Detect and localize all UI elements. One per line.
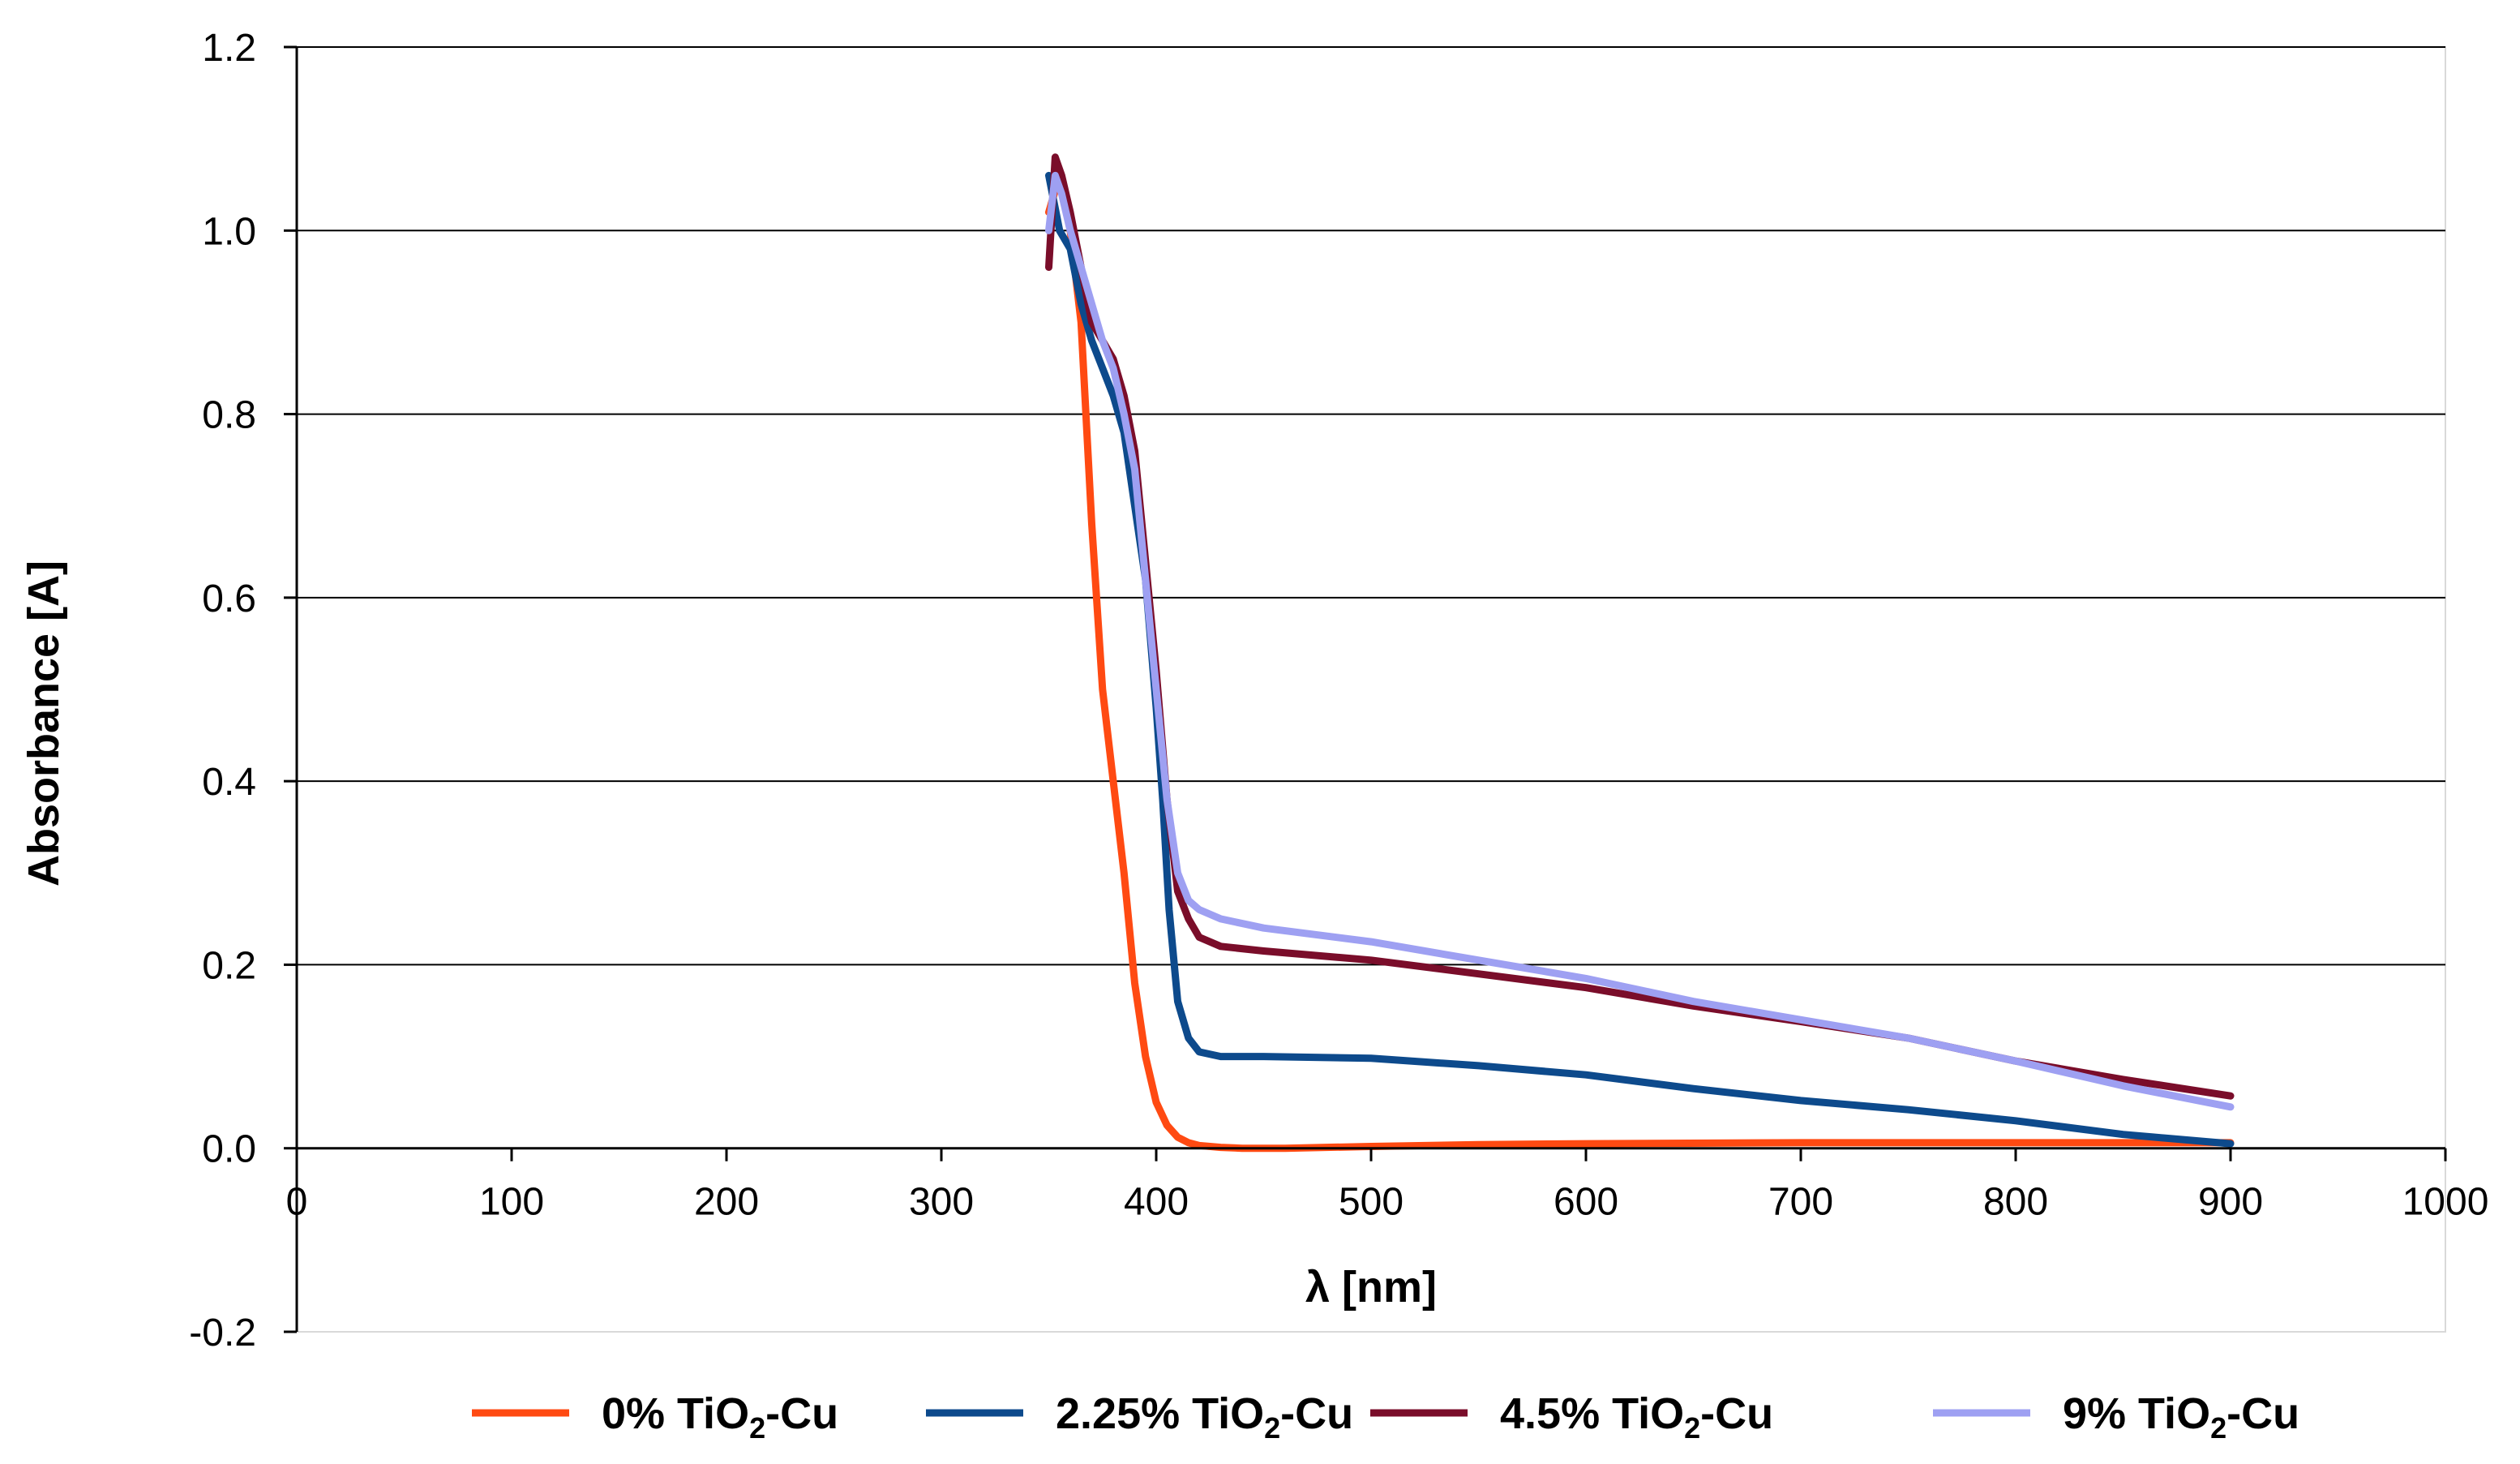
y-tick-label: -0.2	[189, 1312, 256, 1355]
plot-area	[296, 46, 2446, 1333]
series-line-2	[1045, 171, 2235, 1148]
legend-label-subscript: 2	[1264, 1411, 1280, 1445]
x-tick-label: 400	[1124, 1181, 1189, 1224]
x-tick-label: 1000	[2402, 1181, 2489, 1224]
x-tick-label: 300	[909, 1181, 974, 1224]
series-line-1	[1045, 171, 2235, 1153]
legend-label: 0% TiO2-Cu	[602, 1389, 838, 1445]
y-tick-label: 0.0	[202, 1128, 256, 1171]
y-tick-label: 1.0	[202, 210, 256, 253]
legend-item-2: 2.25% TiO2-Cu	[926, 1389, 1353, 1445]
legend-item-3: 4.5% TiO2-Cu	[1370, 1389, 1773, 1445]
y-tick-label: 0.4	[202, 761, 256, 804]
x-tick-label: 800	[1983, 1181, 2048, 1224]
legend-label-prefix: 9% TiO	[2063, 1389, 2210, 1438]
legend-label-prefix: 4.5% TiO	[1500, 1389, 1684, 1438]
legend: 0% TiO2-Cu 2.25% TiO2-Cu 4.5% TiO2-Cu 9% Ti…	[472, 1389, 2299, 1445]
legend-label-suffix: -Cu	[2226, 1389, 2299, 1438]
x-axis-title: λ [nm]	[1305, 1263, 1437, 1312]
grid-lines	[297, 46, 2445, 966]
legend-label-suffix: -Cu	[1280, 1389, 1353, 1438]
legend-label-prefix: 0% TiO	[602, 1389, 749, 1438]
series-line-4	[1045, 171, 2235, 1111]
legend-label-suffix: -Cu	[1700, 1389, 1773, 1438]
x-tick-label: 900	[2198, 1181, 2263, 1224]
y-tick-label: 0.6	[202, 577, 256, 620]
legend-label-subscript: 2	[2210, 1411, 2226, 1445]
legend-item-4: 9% TiO2-Cu	[1933, 1389, 2299, 1445]
legend-label: 9% TiO2-Cu	[2063, 1389, 2299, 1445]
x-tick-label: 0	[286, 1181, 308, 1224]
y-axis-title: Absorbance [A]	[19, 560, 68, 887]
x-tick-label: 200	[694, 1181, 759, 1224]
legend-label-subscript: 2	[749, 1411, 765, 1445]
tick-labels: -0.2 0.0 0.2 0.4 0.6 0.8 1.0 1.2 0 100 200 300 400 50…	[189, 27, 2488, 1355]
axes	[284, 45, 2447, 1333]
y-tick-label: 0.8	[202, 394, 256, 437]
y-tick-label: 0.2	[202, 944, 256, 987]
legend-label: 2.25% TiO2-Cu	[1056, 1389, 1353, 1445]
x-tick-label: 600	[1554, 1181, 1618, 1224]
legend-label-subscript: 2	[1684, 1411, 1700, 1445]
series-lines	[1045, 153, 2235, 1153]
legend-label-prefix: 2.25% TiO	[1056, 1389, 1264, 1438]
legend-label: 4.5% TiO2-Cu	[1500, 1389, 1773, 1445]
legend-item-1: 0% TiO2-Cu	[472, 1389, 838, 1445]
x-tick-label: 500	[1339, 1181, 1404, 1224]
x-tick-label: 700	[1768, 1181, 1833, 1224]
x-tick-label: 100	[479, 1181, 544, 1224]
legend-label-suffix: -Cu	[765, 1389, 838, 1438]
y-tick-label: 1.2	[202, 27, 256, 70]
